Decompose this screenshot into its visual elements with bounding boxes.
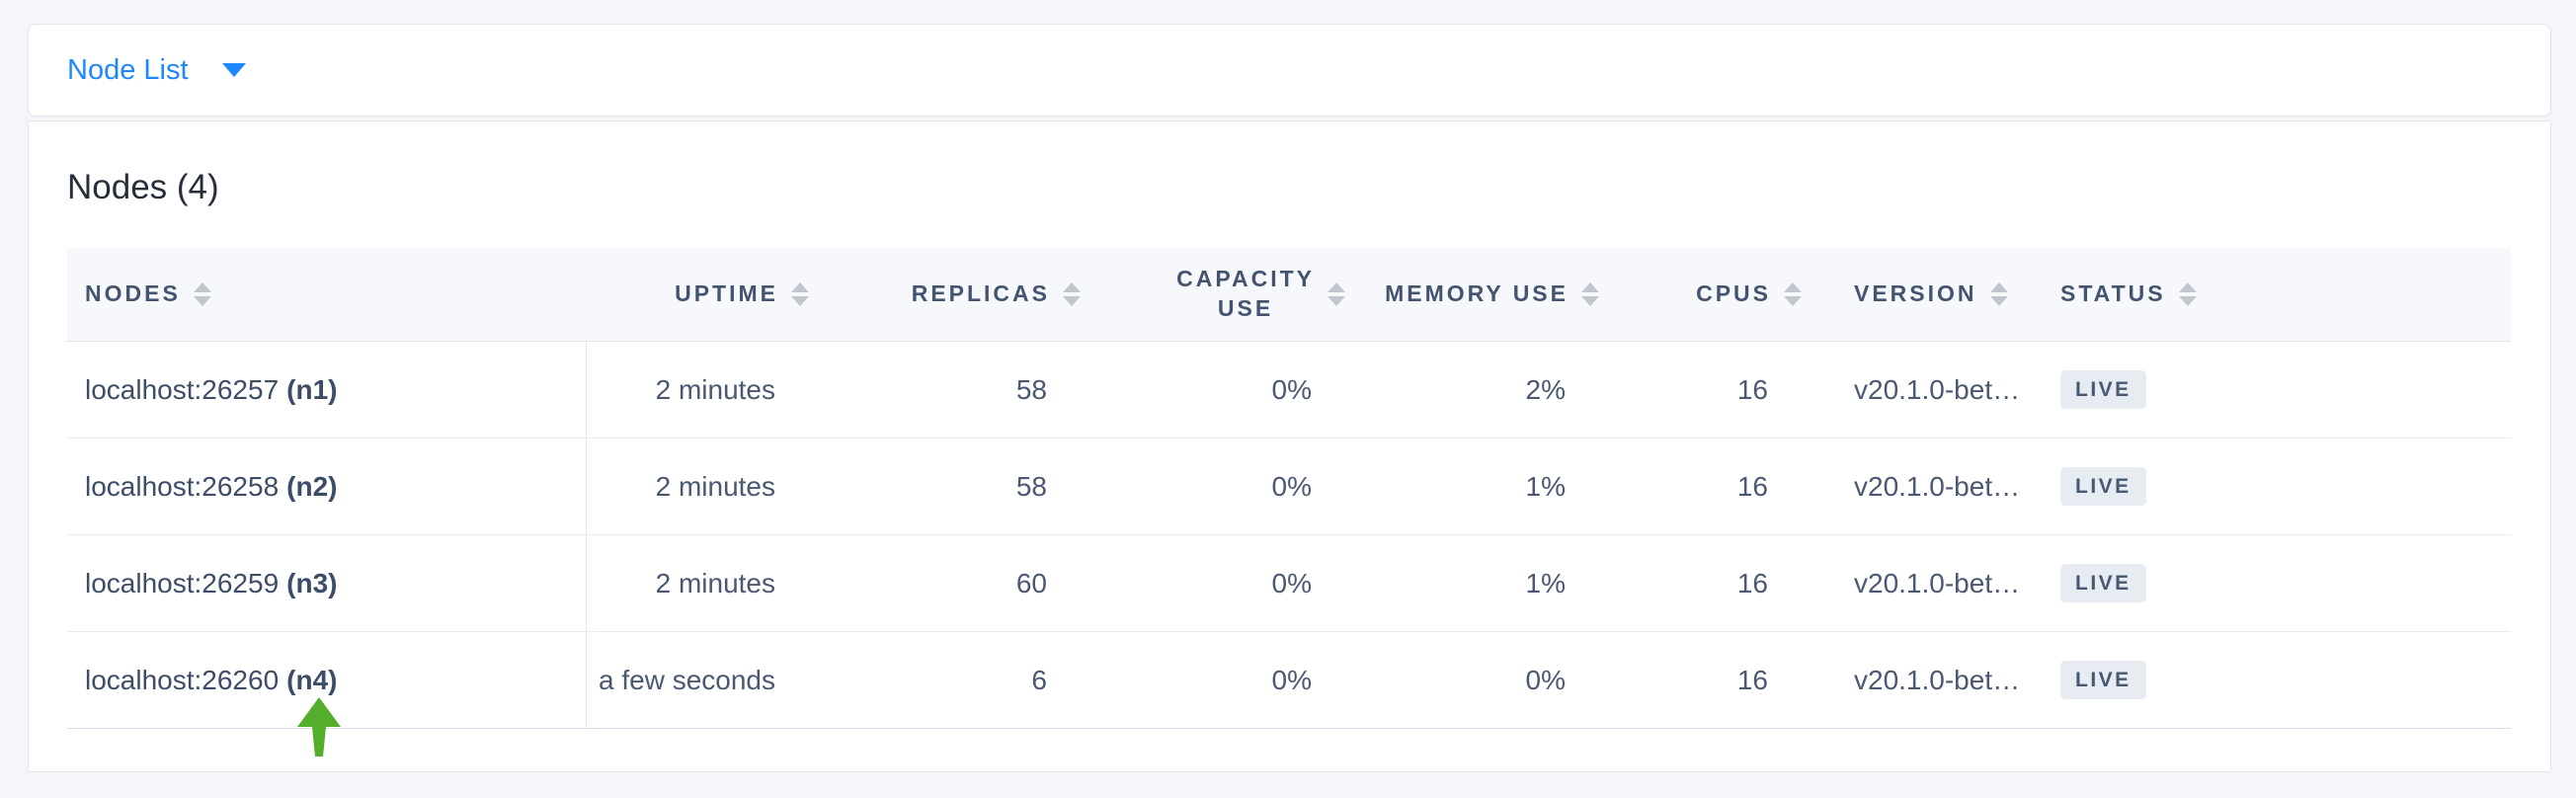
- cell-capacity_use: 0%: [1271, 664, 1312, 695]
- cell-capacity_use: 0%: [1271, 567, 1312, 598]
- cell-capacity_use: 0%: [1271, 470, 1312, 502]
- node-list-dropdown[interactable]: Node List: [67, 53, 246, 86]
- cell-status: LIVE: [2060, 632, 2511, 728]
- column-header-uptime[interactable]: UPTIME: [586, 248, 823, 341]
- status-badge: LIVE: [2060, 370, 2146, 409]
- table-row: localhost:26258 (n2) 2 minutes 58 0% 1% 16 v20.…: [67, 439, 2511, 535]
- column-label: NODES: [85, 280, 181, 307]
- sort-icon: [1581, 282, 1599, 306]
- table-header-row: NODES UPTIME REPLICAS CAPACITY USE MEMORY USE…: [67, 248, 2511, 342]
- column-header-capacity_use[interactable]: CAPACITY USE: [1094, 248, 1359, 341]
- cell-version: v20.1.0-bet…: [1854, 567, 2021, 598]
- cell-replicas: 58: [1015, 373, 1047, 405]
- status-badge: LIVE: [2060, 467, 2146, 506]
- cell-cpus: 16: [1736, 567, 1768, 598]
- column-label: MEMORY USE: [1385, 280, 1569, 307]
- node-address-link[interactable]: localhost:26258 (n2): [85, 470, 338, 502]
- cell-status: LIVE: [2060, 439, 2511, 534]
- cell-uptime: 2 minutes: [586, 439, 823, 534]
- sort-icon: [2178, 282, 2197, 306]
- column-header-memory_use[interactable]: MEMORY USE: [1359, 248, 1613, 341]
- sort-icon: [1784, 282, 1802, 306]
- sort-icon: [791, 282, 809, 306]
- sort-icon: [1328, 282, 1345, 306]
- column-label: VERSION: [1854, 280, 1977, 307]
- node-list-dropdown-label: Node List: [67, 53, 189, 86]
- column-label: CAPACITY USE: [1176, 266, 1315, 321]
- page-title: Nodes (4): [67, 168, 219, 206]
- table-body: localhost:26257 (n1) 2 minutes 58 0% 2% 16 v20.…: [67, 342, 2511, 729]
- cell-version: v20.1.0-bet…: [1854, 470, 2021, 502]
- cell-uptime: a few seconds: [586, 632, 823, 728]
- column-header-version[interactable]: VERSION: [1815, 248, 2060, 341]
- cell-memory_use: 1%: [1525, 567, 1566, 598]
- cell-uptime: 2 minutes: [586, 535, 823, 631]
- column-header-replicas[interactable]: REPLICAS: [823, 248, 1094, 341]
- cell-version: v20.1.0-bet…: [1854, 664, 2021, 695]
- node-address-link[interactable]: localhost:26259 (n3): [85, 567, 338, 598]
- table-row: localhost:26260 (n4) a few seconds 6 0% 0% 16 v…: [67, 632, 2511, 729]
- status-badge: LIVE: [2060, 564, 2146, 602]
- node-address-link[interactable]: localhost:26260 (n4): [85, 664, 338, 695]
- cell-status: LIVE: [2060, 535, 2511, 631]
- cell-version: v20.1.0-bet…: [1854, 373, 2021, 405]
- cell-memory_use: 2%: [1525, 373, 1566, 405]
- cell-cpus: 16: [1736, 664, 1768, 695]
- cell-cpus: 16: [1736, 470, 1768, 502]
- cell-replicas: 6: [1031, 664, 1047, 695]
- column-header-cpus[interactable]: CPUS: [1613, 248, 1815, 341]
- column-label: CPUS: [1696, 280, 1771, 307]
- column-header-node[interactable]: NODES: [67, 248, 586, 341]
- caret-down-icon: [221, 63, 246, 77]
- sort-icon: [1989, 282, 2008, 306]
- cell-memory_use: 1%: [1525, 470, 1566, 502]
- cell-status: LIVE: [2060, 342, 2511, 438]
- column-header-status[interactable]: STATUS: [2060, 248, 2511, 341]
- column-label: STATUS: [2060, 280, 2166, 307]
- nodes-panel: Nodes (4) NODES UPTIME REPLICAS CAPACITY USE…: [28, 120, 2551, 772]
- cell-cpus: 16: [1736, 373, 1768, 405]
- status-badge: LIVE: [2060, 661, 2146, 699]
- column-label: UPTIME: [675, 280, 778, 307]
- nodes-table: NODES UPTIME REPLICAS CAPACITY USE MEMORY USE…: [67, 248, 2511, 729]
- sort-icon: [1063, 282, 1081, 306]
- cell-replicas: 58: [1015, 470, 1047, 502]
- view-selector-bar: Node List: [28, 24, 2551, 117]
- cell-memory_use: 0%: [1525, 664, 1566, 695]
- table-row: localhost:26259 (n3) 2 minutes 60 0% 1% 16 v20.…: [67, 535, 2511, 632]
- cell-replicas: 60: [1015, 567, 1047, 598]
- sort-icon: [193, 282, 211, 306]
- green-arrow-annotation: [297, 697, 341, 757]
- node-address-link[interactable]: localhost:26257 (n1): [85, 373, 338, 405]
- cell-uptime: 2 minutes: [586, 342, 823, 438]
- cell-capacity_use: 0%: [1271, 373, 1312, 405]
- table-row: localhost:26257 (n1) 2 minutes 58 0% 2% 16 v20.…: [67, 342, 2511, 439]
- column-label: REPLICAS: [911, 280, 1050, 307]
